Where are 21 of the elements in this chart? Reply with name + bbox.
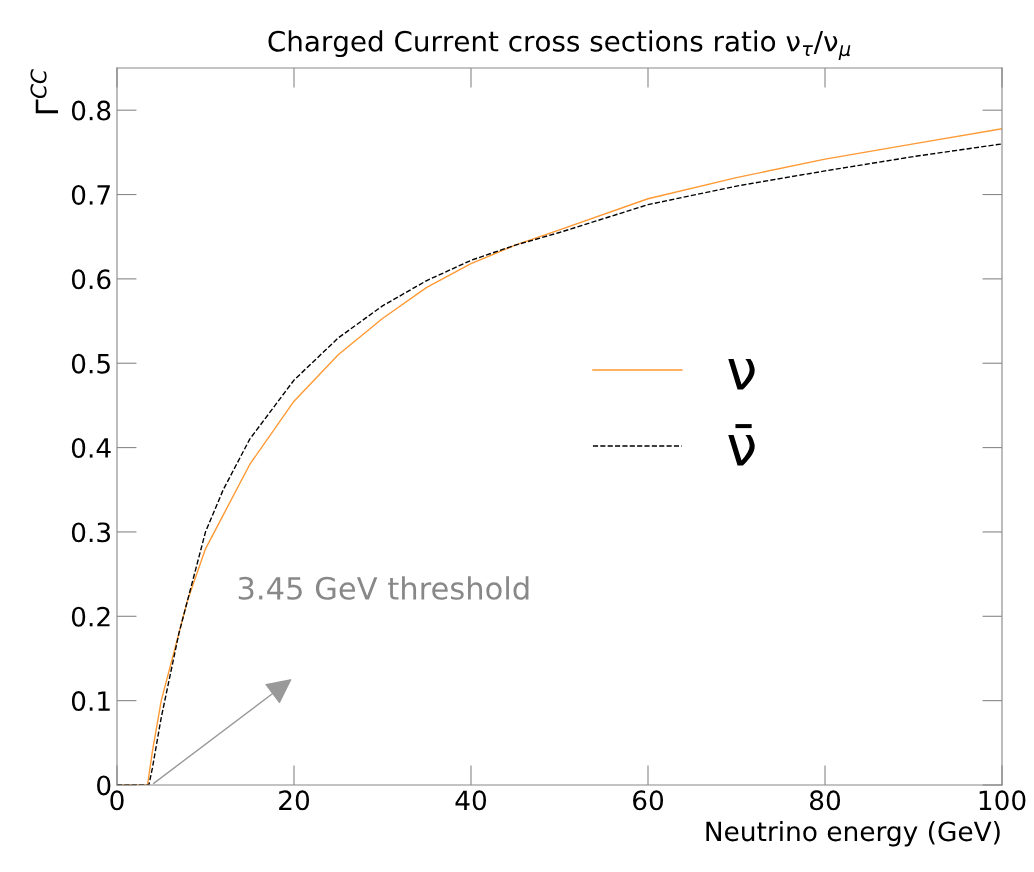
x-axis-title: Neutrino energy (GeV) bbox=[706, 820, 1000, 847]
x-tick-label: 80 bbox=[810, 790, 841, 811]
y-tick-label: 0.8 bbox=[71, 100, 111, 121]
annotation: 3.45 GeV threshold bbox=[238, 576, 529, 600]
y-tick-label: 0.6 bbox=[71, 269, 111, 290]
y-tick-label: 0.2 bbox=[71, 606, 110, 627]
y-tick-label: 0.3 bbox=[71, 522, 111, 543]
x-tick-label: 100 bbox=[979, 790, 1026, 811]
x-tick-label: 40 bbox=[455, 790, 487, 811]
y-tick-label: 0.1 bbox=[71, 691, 110, 712]
y-tick-label: 0.4 bbox=[71, 438, 111, 458]
chart-title: Charged Current cross sections ratio ν$_{τ}$/ν$_{μ}$ bbox=[268, 30, 851, 60]
x-tick-label: 0 bbox=[110, 790, 124, 811]
y-tick-label: 0.5 bbox=[71, 353, 110, 374]
y-tick-label: 0.7 bbox=[71, 184, 110, 205]
x-tick-label: 60 bbox=[633, 790, 664, 811]
y-axis-title: Γ$^{CC}$ bbox=[30, 69, 59, 114]
legend-label: ν̄ bbox=[728, 424, 755, 466]
y-tick-label: 0 bbox=[97, 775, 111, 796]
x-tick-label: 20 bbox=[279, 790, 310, 811]
legend-label: ν bbox=[728, 359, 755, 390]
